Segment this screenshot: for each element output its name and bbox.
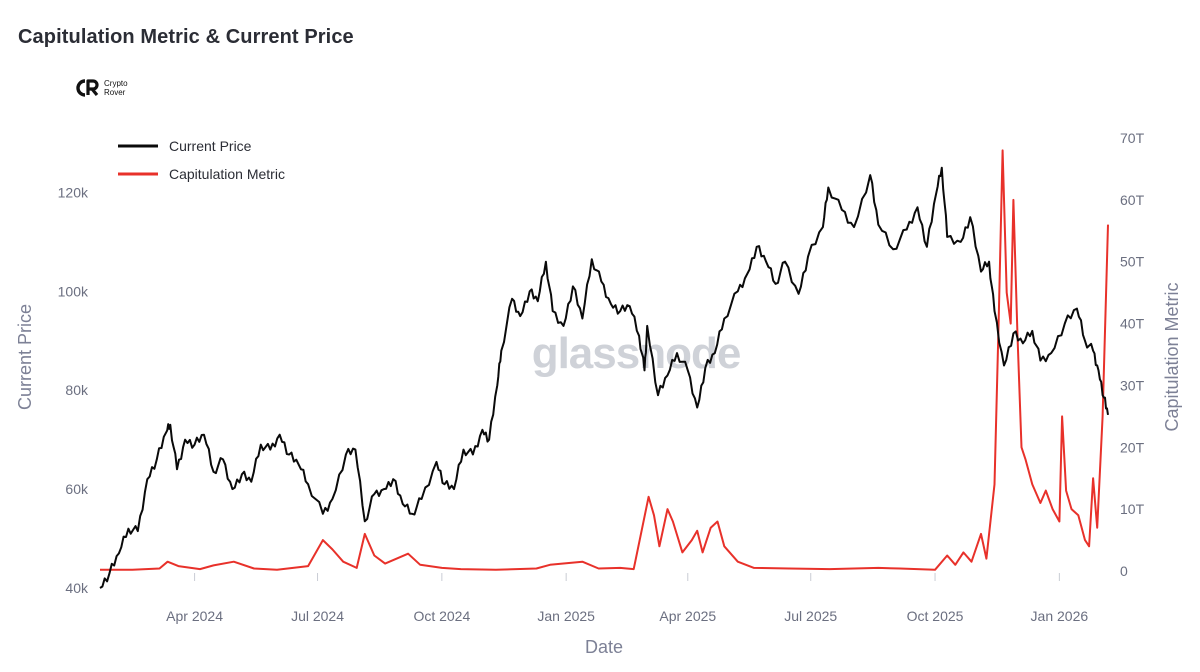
series-line-capitulation-metric <box>100 149 1109 571</box>
y-right-tick-label: 70T <box>1120 130 1145 146</box>
y-right-tick-label: 20T <box>1120 439 1145 455</box>
y-right-tick-label: 40T <box>1120 316 1145 332</box>
series-layer <box>99 149 1109 589</box>
logo-text-line1: Crypto <box>104 79 128 88</box>
y-left-tick-label: 80k <box>65 382 89 398</box>
y-right-tick-label: 60T <box>1120 192 1145 208</box>
crypto-rover-logo-icon <box>76 79 99 97</box>
legend-label-current-price: Current Price <box>169 138 252 154</box>
x-axis-title: Date <box>585 637 623 657</box>
crypto-rover-logo: Crypto Rover <box>74 78 128 98</box>
series-line-current-price <box>99 166 1109 589</box>
y-right-tick-label: 30T <box>1120 377 1145 393</box>
watermark: glassnode <box>532 329 741 378</box>
x-tick-label: Apr 2024 <box>166 608 223 624</box>
y-right-axis-ticks: 0 10T 20T 30T 40T 50T 60T 70T <box>1120 130 1145 579</box>
y-left-axis-title: Current Price <box>15 304 35 410</box>
x-tick-label: Oct 2024 <box>413 608 470 624</box>
x-tick-label: Jul 2025 <box>784 608 837 624</box>
legend-label-capitulation-metric: Capitulation Metric <box>169 166 285 182</box>
x-axis-ticks: Apr 2024 Jul 2024 Oct 2024 Jan 2025 Apr 2025… <box>166 573 1088 624</box>
x-tick-label: Jan 2026 <box>1031 608 1089 624</box>
legend: Current Price Capitulation Metric <box>118 138 285 182</box>
y-right-tick-label: 0 <box>1120 563 1128 579</box>
y-left-tick-label: 60k <box>65 481 89 497</box>
y-left-axis-ticks: 40k 60k 80k 100k 120k <box>58 184 89 596</box>
y-left-tick-label: 40k <box>65 580 89 596</box>
chart-title: Capitulation Metric & Current Price <box>18 26 354 48</box>
x-tick-label: Jan 2025 <box>537 608 595 624</box>
y-right-axis-title: Capitulation Metric <box>1162 282 1182 431</box>
y-left-tick-label: 100k <box>58 283 89 299</box>
y-right-tick-label: 50T <box>1120 254 1145 270</box>
y-left-tick-label: 120k <box>58 184 89 200</box>
x-tick-label: Apr 2025 <box>659 608 716 624</box>
x-tick-label: Oct 2025 <box>907 608 964 624</box>
x-tick-label: Jul 2024 <box>291 608 344 624</box>
y-right-tick-label: 10T <box>1120 501 1145 517</box>
logo-text-line2: Rover <box>104 88 126 97</box>
